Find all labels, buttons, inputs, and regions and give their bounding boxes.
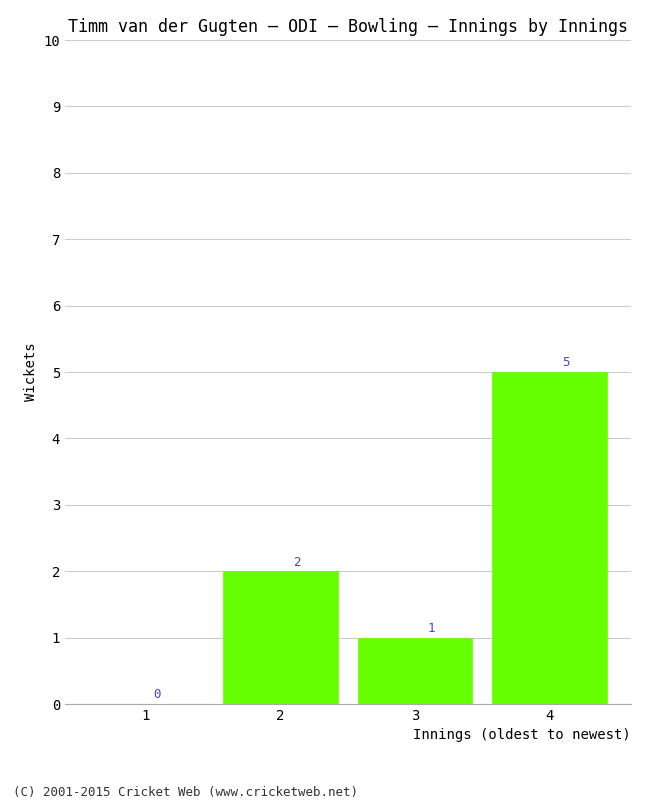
Title: Timm van der Gugten – ODI – Bowling – Innings by Innings: Timm van der Gugten – ODI – Bowling – In… — [68, 18, 628, 36]
Bar — [358, 638, 473, 704]
X-axis label: Innings (oldest to newest): Innings (oldest to newest) — [413, 729, 630, 742]
Text: 0: 0 — [153, 688, 161, 702]
Text: 1: 1 — [428, 622, 435, 635]
Text: 2: 2 — [293, 555, 300, 569]
Text: 5: 5 — [562, 356, 569, 370]
Bar — [223, 571, 337, 704]
Text: (C) 2001-2015 Cricket Web (www.cricketweb.net): (C) 2001-2015 Cricket Web (www.cricketwe… — [13, 786, 358, 799]
Y-axis label: Wickets: Wickets — [24, 342, 38, 402]
Bar — [493, 372, 607, 704]
